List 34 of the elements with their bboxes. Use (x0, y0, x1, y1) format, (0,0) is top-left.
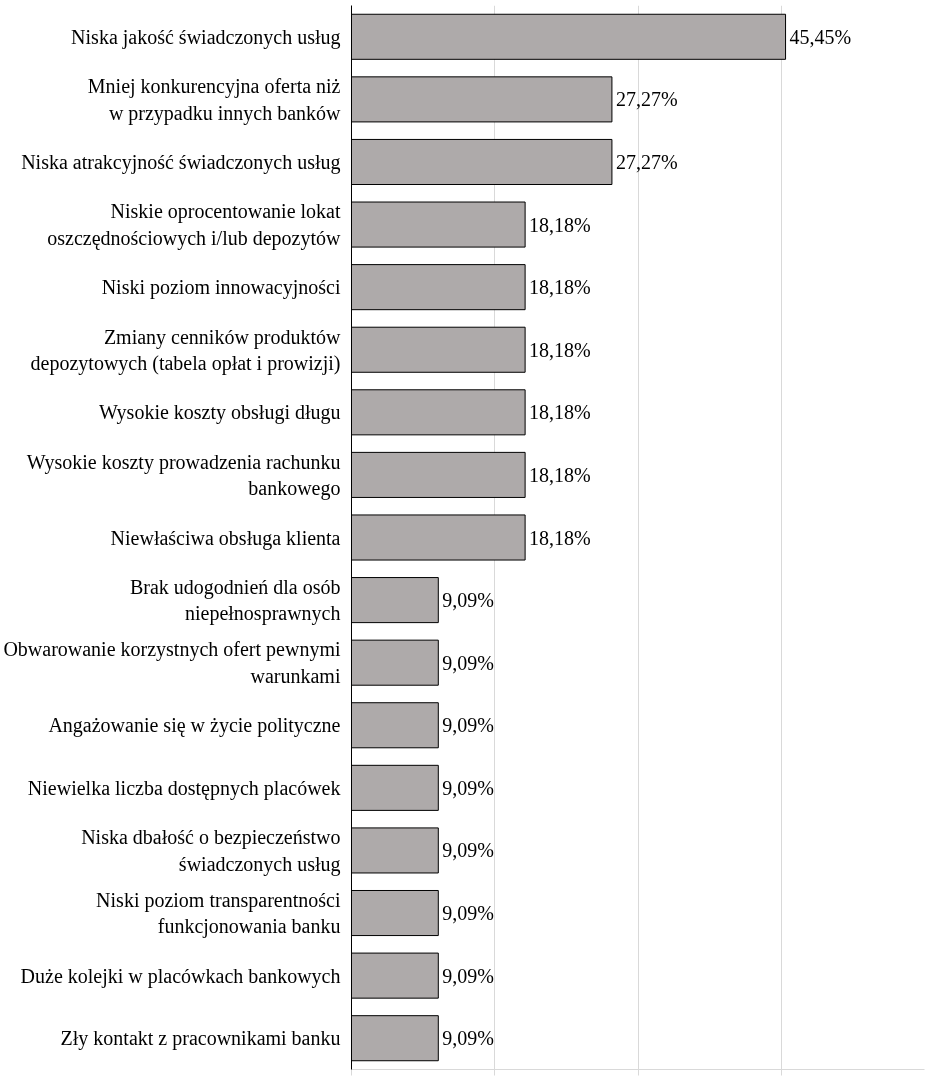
y-tick-label: Zły kontakt z pracownikami banku (60, 1027, 341, 1051)
y-tick-label: Angażowanie się w życie polityczne (48, 714, 341, 738)
data-label: 9,09% (442, 589, 494, 612)
data-label: 9,09% (442, 651, 494, 674)
y-tick-label: Niska dbałość o bezpieczeństwo świadczonych usług (81, 826, 341, 876)
y-tick-label: Niska jakość świadczonych usług (71, 25, 341, 49)
data-label: 18,18% (529, 526, 591, 549)
y-tick-label: Mniej konkurencyjna oferta niż w przypadku innych banków (87, 75, 342, 125)
y-tick-label: Niskie oprocentowanie lokat oszczędnościowych i/lub depozytów (47, 200, 342, 250)
data-label: 9,09% (442, 839, 494, 862)
y-tick-label: Wysokie koszty prowadzenia rachunku bankowego (26, 450, 341, 501)
data-label: 9,09% (442, 776, 494, 799)
y-tick-label: Zmiany cenników produktów depozytowych (tabela opłat i prowizji) (30, 325, 342, 375)
y-tick-label: Niewielka liczba dostępnych placówek (27, 776, 341, 800)
y-tick-label: Niska atrakcyjność świadczonych usług (21, 150, 341, 174)
data-label: 9,09% (442, 902, 494, 925)
y-tick-label: Wysokie koszty obsługi długu (98, 401, 341, 425)
data-label: 18,18% (529, 213, 591, 236)
data-label: 18,18% (529, 338, 591, 361)
data-label: 27,27% (615, 88, 678, 111)
data-label: 9,09% (442, 964, 494, 987)
data-label: 18,18% (529, 276, 591, 299)
data-label: 45,45% (789, 25, 852, 48)
y-tick-label: Duże kolejki w placówkach bankowych (20, 964, 341, 988)
data-label: 18,18% (529, 463, 591, 486)
data-label: 18,18% (529, 401, 591, 424)
y-tick-label: Niewłaściwa obsługa klienta (110, 526, 341, 550)
y-tick-label: Niski poziom transparentności funkcjonowania banku (96, 888, 341, 939)
y-tick-label: Brak udogodnień dla osób niepełnosprawnych (129, 575, 341, 626)
y-tick-label: Niski poziom innowacyjności (101, 276, 341, 300)
data-label: 9,09% (442, 714, 494, 737)
y-tick-label: Obwarowanie korzystnych ofert pewnymi warunkami (3, 638, 341, 687)
data-label: 27,27% (615, 150, 678, 173)
data-label: 9,09% (442, 1027, 494, 1050)
